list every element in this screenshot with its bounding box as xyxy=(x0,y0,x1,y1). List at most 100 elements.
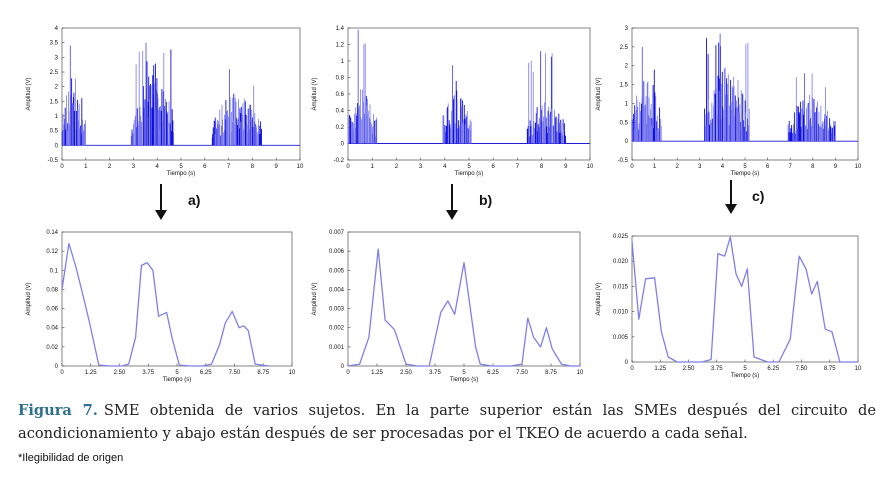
y-tick-label: 0.5 xyxy=(620,120,629,126)
y-tick-label: 0.005 xyxy=(329,268,345,274)
down-arrow-c xyxy=(725,180,737,214)
x-tick-label: 7 xyxy=(789,164,793,170)
y-tick-label: 2 xyxy=(55,85,59,91)
chart-top-a: 0 1 2 3 4 5 6 7 8 9 10-0.500.511.522.533.54Tiempo … xyxy=(26,26,304,177)
x-tick-label: 0 xyxy=(630,366,634,372)
y-axis-label: Amplitud (V) xyxy=(312,77,318,110)
y-tick-label: 0.6 xyxy=(336,92,345,98)
y-tick-label: 0.8 xyxy=(336,76,345,82)
panel-label-b: b) xyxy=(479,192,492,208)
x-tick-label: 7 xyxy=(227,164,231,170)
signal-burst-light xyxy=(704,42,750,142)
x-tick-label: 4 xyxy=(721,164,725,170)
y-tick-label: 4 xyxy=(55,26,59,32)
x-tick-label: 0 xyxy=(60,164,64,170)
x-tick-label: 1 xyxy=(371,164,375,170)
y-tick-label: 2 xyxy=(625,64,629,70)
y-tick-label: 2.5 xyxy=(50,70,59,76)
y-tick-label: 0.2 xyxy=(336,125,345,131)
down-arrow-a xyxy=(155,184,167,220)
chart-bot-c: 0 1.25 2.50 3.75 5 6.25 7.50 8.75 10 0 0.005 0.010 0… xyxy=(596,234,862,379)
y-tick-label: 0.003 xyxy=(329,307,345,313)
x-tick-label: 1 xyxy=(84,164,88,170)
y-tick-label: 0 xyxy=(625,360,629,366)
signal-burst-light xyxy=(787,73,835,142)
x-tick-label: 0 xyxy=(60,370,64,376)
y-axis-label: Amplitud (V) xyxy=(312,282,318,315)
x-tick-label: 5 xyxy=(743,366,747,372)
x-tick-label: 1 xyxy=(653,164,657,170)
panel-label-c: c) xyxy=(752,188,764,204)
y-tick-label: 3 xyxy=(625,26,629,32)
x-tick-label: 8 xyxy=(811,164,815,170)
y-tick-label: 0.025 xyxy=(613,234,629,240)
y-tick-label: 0.4 xyxy=(336,109,345,115)
x-axis-label: Tiempo (s) xyxy=(455,171,483,177)
x-tick-label: 2.50 xyxy=(114,370,126,376)
y-tick-label: 1 xyxy=(55,114,59,120)
figure-caption: Figura 7. SME obtenida de varios sujetos.… xyxy=(18,399,876,445)
x-tick-label: 2 xyxy=(676,164,680,170)
caption-label: Figura 7. xyxy=(18,402,98,419)
x-tick-label: 7.50 xyxy=(229,370,241,376)
y-tick-label: 0.002 xyxy=(329,326,345,332)
chart-bot-b: 0 1.25 2.50 3.75 5 6.25 7.50 8.75 10 0 0.001 0.002 0… xyxy=(312,230,584,383)
y-tick-label: 0.010 xyxy=(613,310,629,316)
signal-burst-light xyxy=(528,52,564,144)
x-tick-label: 8.75 xyxy=(824,366,836,372)
y-tick-label: 0.015 xyxy=(613,284,629,290)
x-tick-label: 3.75 xyxy=(429,370,441,376)
y-tick-label: 1.2 xyxy=(336,43,345,49)
x-tick-label: 7.50 xyxy=(516,370,528,376)
y-tick-label: -0.5 xyxy=(618,158,629,164)
tkeo-line xyxy=(631,236,858,363)
x-tick-label: 0 xyxy=(630,164,634,170)
x-tick-label: 5 xyxy=(743,164,747,170)
x-tick-label: 10 xyxy=(297,164,304,170)
x-tick-label: 8 xyxy=(251,164,255,170)
footnote: *Ilegibilidad de origen xyxy=(18,452,124,464)
y-tick-label: -0.5 xyxy=(48,158,59,164)
y-tick-label: 0.007 xyxy=(329,230,345,236)
x-tick-label: 4 xyxy=(443,164,447,170)
x-tick-label: 0 xyxy=(346,370,350,376)
y-tick-label: -0.2 xyxy=(334,158,345,164)
chart-top-b: 0 1 2 3 4 5 6 7 8 9 10-0.200.20.40.60.811.21.4Tiem… xyxy=(312,26,594,177)
x-axis-label: Tiempo (s) xyxy=(731,373,759,379)
y-tick-label: 1 xyxy=(341,59,345,65)
y-tick-label: 0 xyxy=(625,139,629,145)
down-arrow-b xyxy=(446,184,458,220)
x-tick-label: 1.25 xyxy=(85,370,97,376)
x-tick-label: 2 xyxy=(395,164,399,170)
x-tick-label: 9 xyxy=(275,164,279,170)
y-tick-label: 0.5 xyxy=(50,129,59,135)
x-tick-label: 3 xyxy=(419,164,423,170)
x-tick-label: 3 xyxy=(132,164,136,170)
plot-frame xyxy=(61,231,293,367)
x-tick-label: 3.75 xyxy=(142,370,154,376)
y-tick-label: 0.14 xyxy=(46,230,58,236)
y-tick-label: 0.12 xyxy=(46,249,58,255)
y-tick-label: 0.08 xyxy=(46,287,58,293)
y-tick-label: 0.006 xyxy=(329,249,345,255)
x-tick-label: 6 xyxy=(492,164,496,170)
x-tick-label: 7 xyxy=(516,164,520,170)
signal-burst-light xyxy=(214,85,259,146)
x-tick-label: 8.75 xyxy=(545,370,557,376)
x-axis-label: Tiempo (s) xyxy=(731,171,759,177)
x-tick-label: 6.25 xyxy=(767,366,779,372)
y-tick-label: 3 xyxy=(55,55,59,61)
x-tick-label: 10 xyxy=(587,164,594,170)
caption-text: SME obtenida de varios sujetos. En la pa… xyxy=(18,402,876,442)
x-tick-label: 2.50 xyxy=(400,370,412,376)
plot-frame xyxy=(61,27,301,161)
x-tick-label: 7.50 xyxy=(796,366,808,372)
x-tick-label: 2 xyxy=(108,164,112,170)
tkeo-line xyxy=(347,248,580,367)
y-tick-label: 0.06 xyxy=(46,307,58,313)
y-tick-label: 1 xyxy=(625,101,629,107)
y-tick-label: 0.001 xyxy=(329,345,345,351)
plot-frame xyxy=(631,235,859,363)
y-tick-label: 0 xyxy=(55,143,59,149)
